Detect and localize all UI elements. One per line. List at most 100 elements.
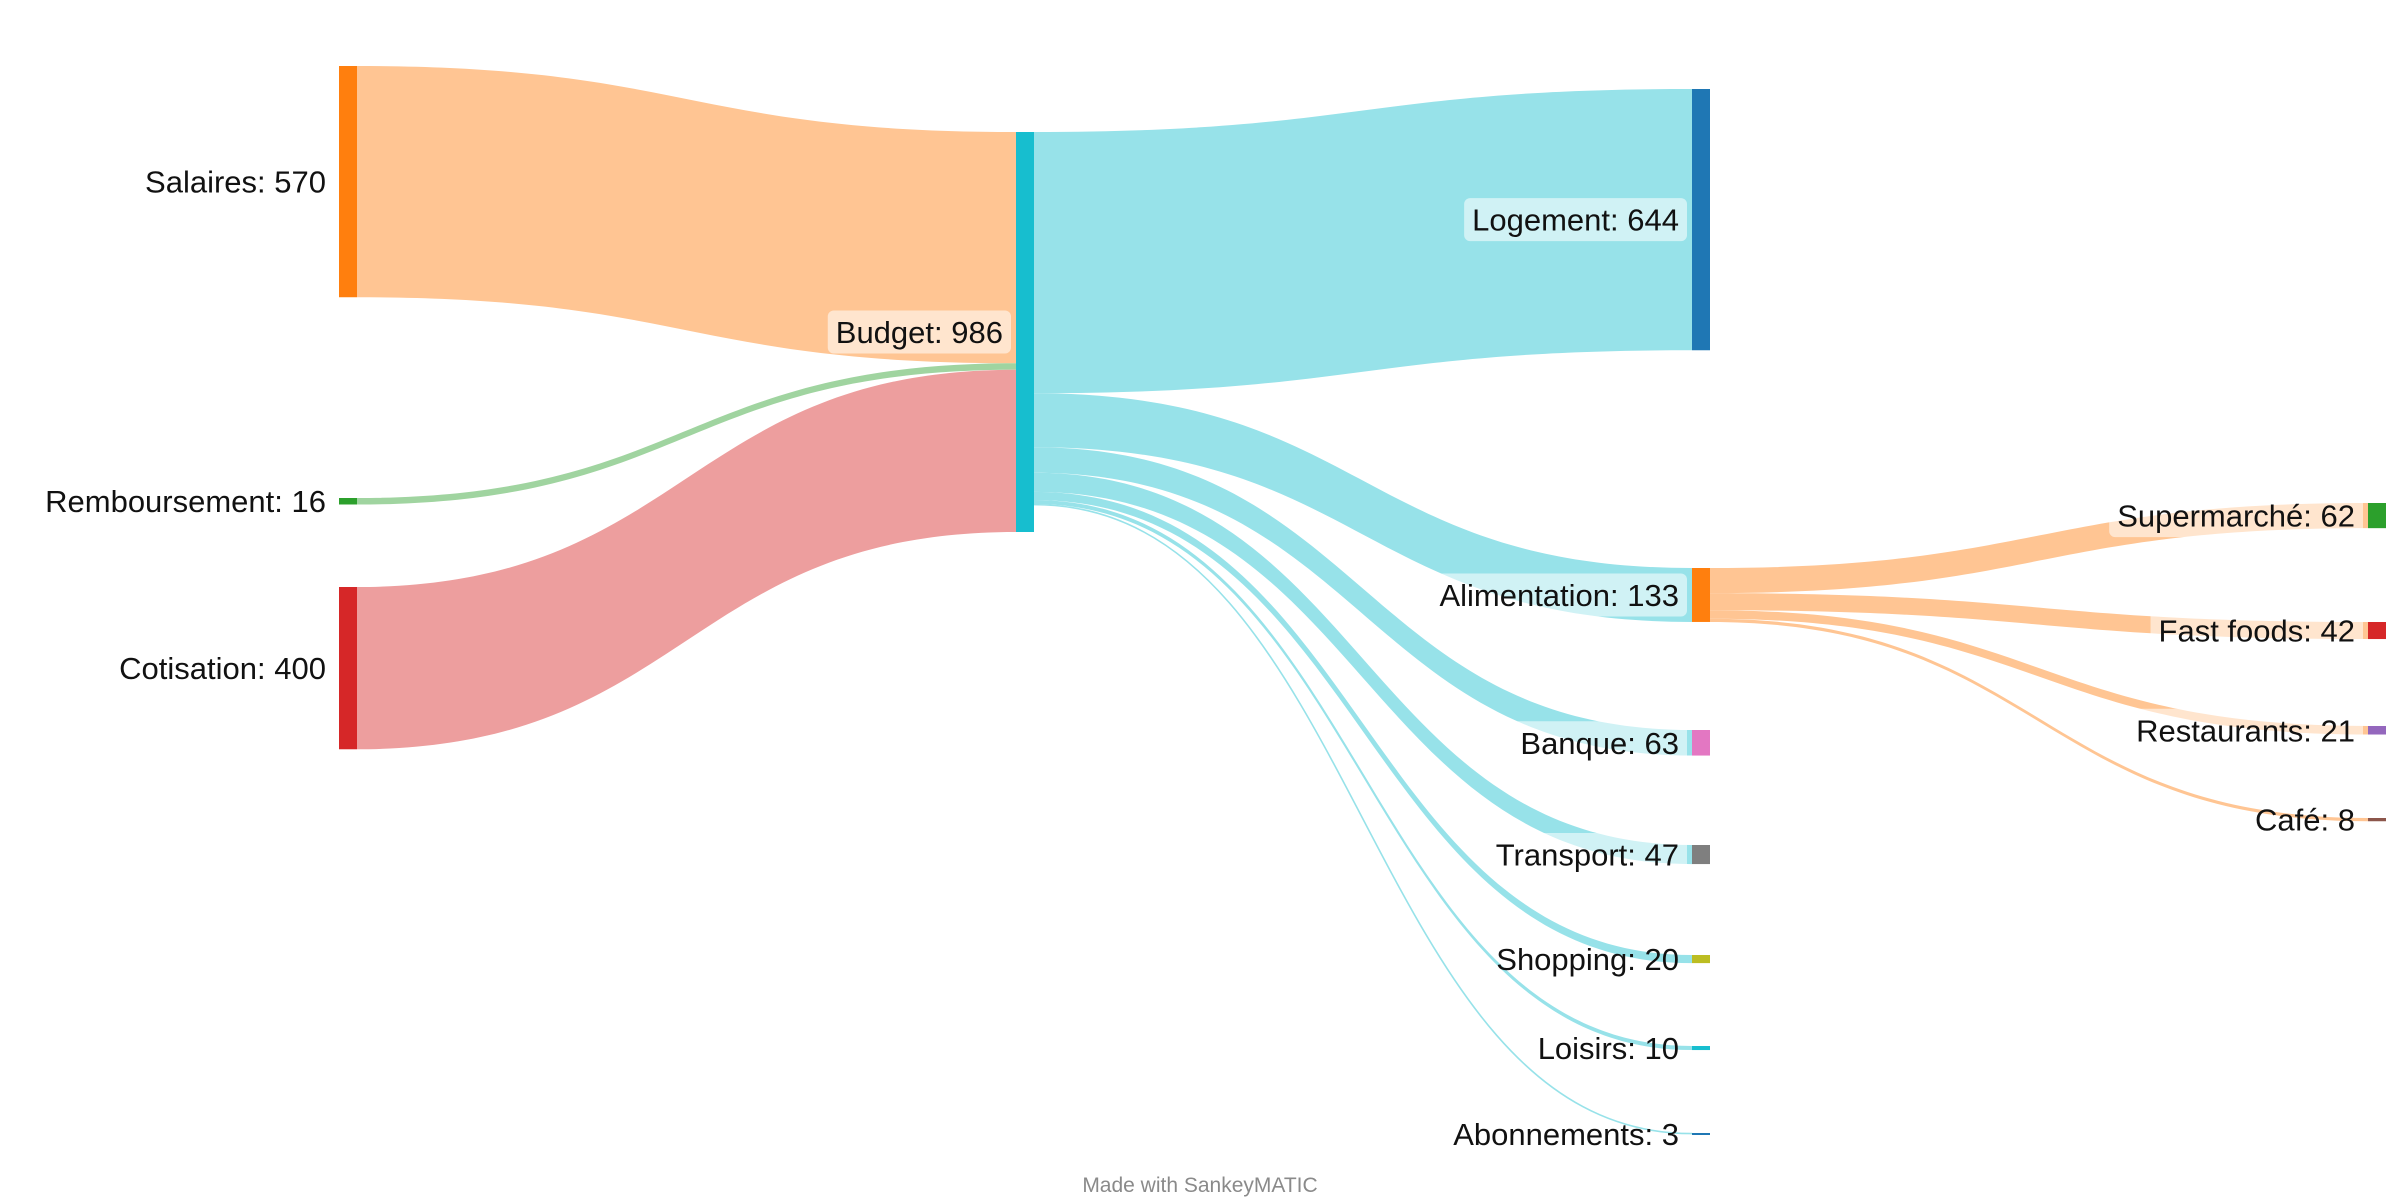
sankey-links [357,66,2368,1135]
node-label-text: Supermarché: 62 [2117,498,2355,533]
node-label-text: Café: 8 [2255,802,2355,837]
node-value: 63 [1645,725,1679,760]
node-remboursement [339,498,357,505]
node-name: Salaires [145,164,257,199]
node-label-text: Abonnements: 3 [1453,1117,1679,1152]
label-fastfoods: Fast foods: 42 [2150,609,2363,653]
node-value: 20 [1645,942,1679,977]
label-budget: Budget: 986 [827,310,1011,354]
node-label-text: Banque: 63 [1520,725,1679,760]
label-supermarche: Supermarché: 62 [2109,494,2363,538]
node-budget [1016,132,1034,532]
label-logement: Logement: 644 [1464,198,1687,242]
node-value: 986 [951,315,1003,350]
label-alimentation: Alimentation: 133 [1431,573,1687,617]
node-label-text: Restaurants: 21 [2136,713,2355,748]
link-budget-to-alimentation [1034,393,1692,622]
node-restaurants [2368,726,2386,735]
node-label-text: Transport: 47 [1496,837,1679,872]
link-alimentation-to-restaurants [1710,610,2368,735]
node-fastfoods [2368,622,2386,640]
node-label-text: Remboursement: 16 [45,484,326,519]
node-name: Budget [836,315,935,350]
node-name: Loisirs [1538,1031,1628,1066]
node-value: 8 [2338,802,2355,837]
node-name: Banque [1520,725,1627,760]
label-background [1487,833,1687,877]
node-name: Logement [1472,202,1610,237]
node-banque [1692,730,1710,756]
node-value: 644 [1627,202,1679,237]
node-name: Café [2255,802,2320,837]
link-budget-to-abonnements [1033,503,1693,1135]
node-name: Shopping [1496,942,1627,977]
node-label-text: Budget: 986 [836,315,1003,350]
label-background [2128,708,2363,752]
node-logement [1692,89,1710,351]
link-alimentation-to-cafe [1710,618,2368,822]
sankey-labels: Salaires: 570 Remboursement: 16 Cotisation… [45,164,2363,1152]
node-label-text: Logement: 644 [1472,202,1679,237]
node-value: 62 [2321,498,2355,533]
node-label-text: Shopping: 20 [1496,942,1679,977]
node-label-text: Alimentation: 133 [1439,577,1679,612]
node-value: 400 [274,651,326,686]
node-name: Abonnements [1453,1117,1644,1152]
node-alimentation [1692,568,1710,622]
node-label-text: Cotisation: 400 [119,651,326,686]
label-salaires: Salaires: 570 [145,164,326,199]
link-budget-to-logement [1034,89,1692,394]
label-cotisation: Cotisation: 400 [119,651,326,686]
node-name: Supermarché [2117,498,2303,533]
label-loisirs: Loisirs: 10 [1538,1031,1679,1066]
node-name: Restaurants [2136,713,2303,748]
label-background [2109,494,2363,538]
node-name: Fast foods [2159,613,2304,648]
node-value: 21 [2321,713,2355,748]
label-background [1464,198,1687,242]
node-label-text: Salaires: 570 [145,164,326,199]
link-budget-to-banque [1034,447,1692,756]
node-label-text: Loisirs: 10 [1538,1031,1679,1066]
label-background [1512,721,1687,765]
link-budget-to-shopping [1034,491,1692,964]
label-shopping: Shopping: 20 [1496,942,1679,977]
node-loisirs [1692,1046,1710,1051]
link-salaires-to-budget [357,66,1016,364]
link-remboursement-to-budget [357,363,1016,505]
label-remboursement: Remboursement: 16 [45,484,326,519]
node-value: 16 [292,484,326,519]
node-name: Cotisation [119,651,257,686]
label-restaurants: Restaurants: 21 [2128,708,2363,752]
node-value: 570 [274,164,326,199]
node-value: 47 [1645,837,1679,872]
link-budget-to-loisirs [1034,499,1692,1051]
label-abonnements: Abonnements: 3 [1453,1117,1679,1152]
node-label-text: Fast foods: 42 [2159,613,2355,648]
node-cafe [2368,818,2386,822]
node-name: Alimentation [1439,577,1610,612]
node-value: 10 [1645,1031,1679,1066]
label-background [827,310,1011,354]
node-abonnements [1692,1133,1710,1135]
node-name: Transport [1496,837,1628,872]
node-transport [1692,845,1710,865]
link-budget-to-transport [1034,472,1692,865]
node-value: 42 [2321,613,2355,648]
link-cotisation-to-budget [357,369,1016,750]
label-cafe: Café: 8 [2255,802,2355,837]
node-value: 133 [1627,577,1679,612]
node-name: Remboursement [45,484,275,519]
node-shopping [1692,955,1710,964]
sankey-nodes [339,66,2386,1135]
node-salaires [339,66,357,298]
label-background [1431,573,1687,617]
credit-footer: Made with SankeyMATIC [1082,1174,1318,1197]
label-transport: Transport: 47 [1487,833,1687,877]
node-value: 3 [1662,1117,1679,1152]
label-banque: Banque: 63 [1512,721,1687,765]
label-background [2150,609,2363,653]
node-cotisation [339,587,357,750]
node-supermarche [2368,503,2386,529]
